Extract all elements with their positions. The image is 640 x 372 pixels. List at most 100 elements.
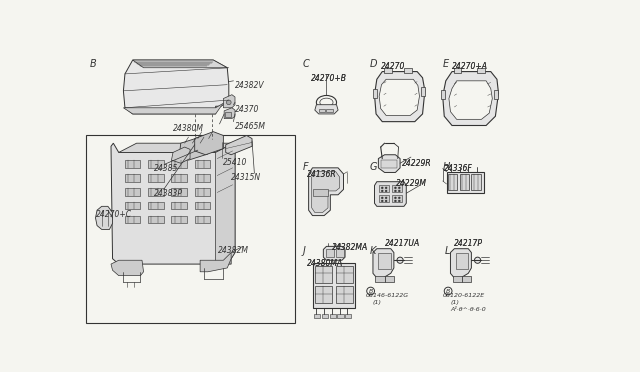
Bar xyxy=(172,160,187,168)
Text: (1): (1) xyxy=(451,300,460,305)
Polygon shape xyxy=(119,143,234,153)
Bar xyxy=(315,286,332,303)
Bar xyxy=(125,202,140,209)
Circle shape xyxy=(381,190,383,192)
Text: 24270: 24270 xyxy=(381,62,405,71)
Text: K: K xyxy=(370,246,376,256)
Polygon shape xyxy=(308,168,344,216)
Circle shape xyxy=(367,287,374,295)
Polygon shape xyxy=(451,249,472,278)
Polygon shape xyxy=(124,60,229,114)
Polygon shape xyxy=(95,206,113,230)
Bar xyxy=(336,249,344,257)
Polygon shape xyxy=(312,172,340,212)
Bar xyxy=(195,174,210,182)
Text: 24136R: 24136R xyxy=(307,170,337,179)
Bar xyxy=(172,174,187,182)
Polygon shape xyxy=(374,71,425,122)
Text: 24217UA: 24217UA xyxy=(385,239,420,248)
Bar xyxy=(336,266,353,283)
Polygon shape xyxy=(111,143,235,264)
Text: C: C xyxy=(303,59,309,69)
Bar xyxy=(392,195,403,202)
Bar xyxy=(86,135,296,323)
Bar xyxy=(462,276,472,282)
Text: F: F xyxy=(303,162,308,172)
Text: 24270+C: 24270+C xyxy=(95,210,132,219)
Text: 24382MA: 24382MA xyxy=(332,243,368,251)
Bar xyxy=(330,314,336,318)
Circle shape xyxy=(398,197,400,199)
Bar xyxy=(452,276,462,282)
Polygon shape xyxy=(224,108,235,119)
Text: 24229R: 24229R xyxy=(402,158,431,168)
Bar xyxy=(312,189,328,196)
Text: 24229R: 24229R xyxy=(402,158,431,168)
Text: 24270: 24270 xyxy=(381,62,405,71)
Text: 25410: 25410 xyxy=(223,158,248,167)
Text: B: B xyxy=(90,59,96,69)
Polygon shape xyxy=(443,71,499,125)
Bar xyxy=(148,202,164,209)
Circle shape xyxy=(385,197,387,199)
Text: 24385: 24385 xyxy=(154,164,178,173)
Polygon shape xyxy=(373,249,394,278)
Polygon shape xyxy=(200,253,231,272)
Bar xyxy=(148,160,164,168)
Circle shape xyxy=(227,100,231,105)
Text: 24270+A: 24270+A xyxy=(452,62,488,71)
Text: 24336F: 24336F xyxy=(444,164,473,173)
Polygon shape xyxy=(132,60,227,68)
Text: 24370: 24370 xyxy=(235,105,259,114)
Circle shape xyxy=(381,197,383,199)
Text: B: B xyxy=(446,289,451,294)
Polygon shape xyxy=(195,132,223,155)
Bar xyxy=(448,174,458,190)
Bar xyxy=(384,68,392,73)
Bar xyxy=(326,249,334,257)
Text: 24380M: 24380M xyxy=(173,124,204,133)
Text: 08120-6122E: 08120-6122E xyxy=(443,294,485,298)
Circle shape xyxy=(381,187,383,189)
Text: 24315N: 24315N xyxy=(231,173,261,182)
Text: D: D xyxy=(370,59,378,69)
Text: 24217UA: 24217UA xyxy=(385,239,420,248)
Text: E: E xyxy=(443,59,449,69)
Polygon shape xyxy=(323,246,345,260)
Circle shape xyxy=(394,190,396,192)
Polygon shape xyxy=(378,155,400,173)
Bar xyxy=(125,160,140,168)
Text: J: J xyxy=(303,246,305,256)
Circle shape xyxy=(394,187,396,189)
Text: 24229M: 24229M xyxy=(396,179,428,188)
Bar xyxy=(148,174,164,182)
Bar xyxy=(454,68,461,73)
Circle shape xyxy=(385,200,387,202)
Circle shape xyxy=(394,200,396,202)
Bar xyxy=(195,202,210,209)
Polygon shape xyxy=(179,137,208,160)
Bar xyxy=(125,216,140,223)
Text: 24270+B: 24270+B xyxy=(311,74,347,83)
Bar xyxy=(472,174,481,190)
Bar xyxy=(385,276,394,282)
Polygon shape xyxy=(111,260,143,276)
Bar xyxy=(379,195,389,202)
Text: L: L xyxy=(444,246,450,256)
Bar xyxy=(494,90,498,99)
Text: 24336F: 24336F xyxy=(444,164,473,173)
Polygon shape xyxy=(223,95,235,108)
Polygon shape xyxy=(379,79,419,115)
Bar xyxy=(148,216,164,223)
Bar xyxy=(172,202,187,209)
Bar xyxy=(404,68,412,73)
Text: (1): (1) xyxy=(373,300,382,305)
Bar xyxy=(172,216,187,223)
Circle shape xyxy=(398,190,400,192)
Text: 24380MA: 24380MA xyxy=(307,259,343,268)
Bar xyxy=(319,109,325,112)
Text: 24136R: 24136R xyxy=(307,170,337,179)
Circle shape xyxy=(385,187,387,189)
Bar xyxy=(315,266,332,283)
Polygon shape xyxy=(374,182,406,206)
